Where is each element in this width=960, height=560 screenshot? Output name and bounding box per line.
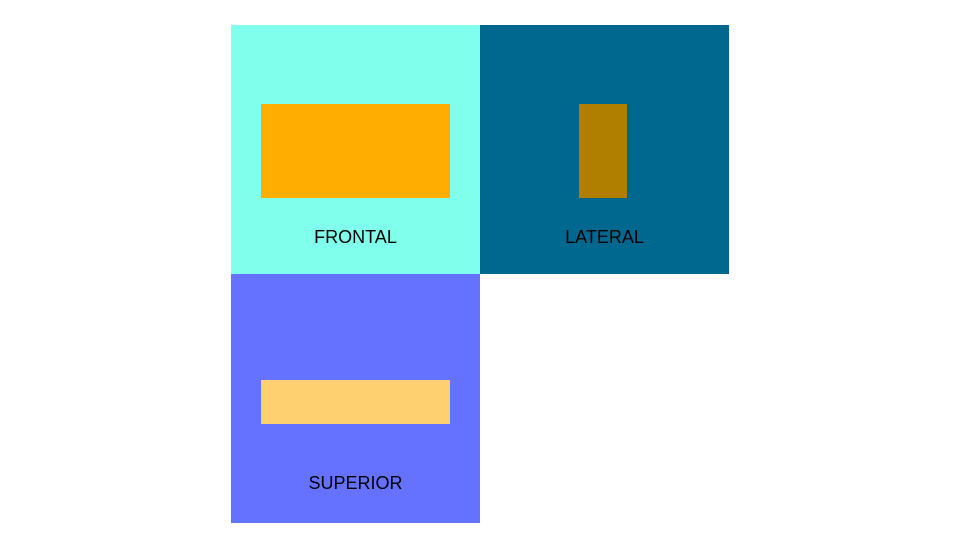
superior-view-shape — [261, 380, 450, 424]
frontal-view-panel: FRONTAL — [231, 25, 480, 274]
lateral-view-label: LATERAL — [565, 227, 644, 247]
lateral-view-shape — [579, 104, 627, 198]
superior-view-label: SUPERIOR — [308, 473, 403, 493]
frontal-view-shape — [261, 104, 450, 198]
frontal-view-label: FRONTAL — [314, 227, 397, 247]
superior-view-panel: SUPERIOR — [231, 274, 480, 523]
lateral-view-panel: LATERAL — [480, 25, 729, 274]
